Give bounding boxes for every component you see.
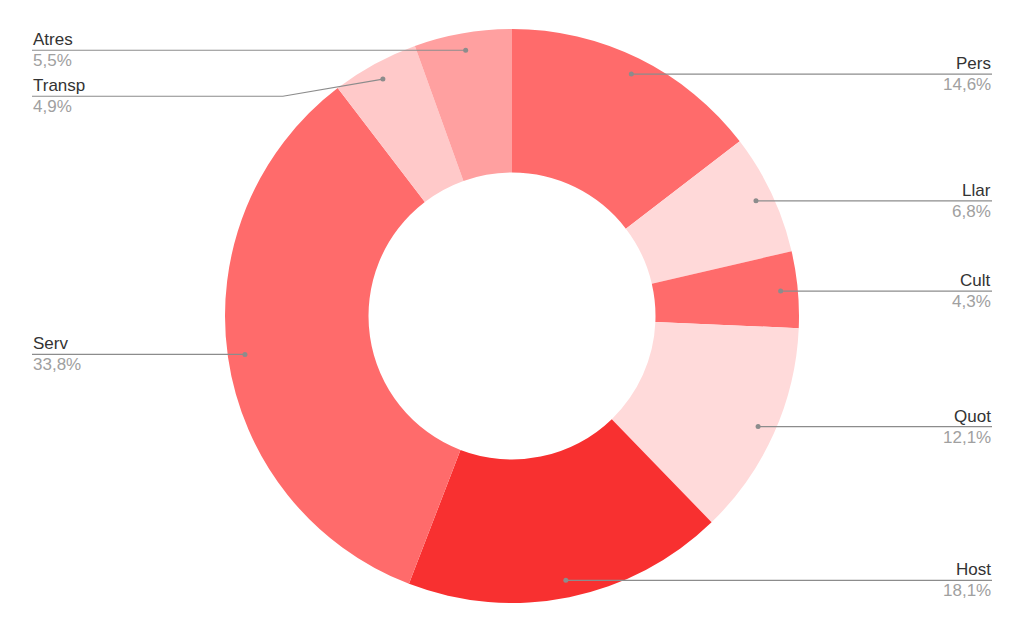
svg-text:12,1%: 12,1% bbox=[943, 428, 991, 447]
svg-text:Llar: Llar bbox=[962, 181, 991, 200]
svg-text:4,9%: 4,9% bbox=[33, 97, 72, 116]
svg-text:Cult: Cult bbox=[960, 271, 991, 290]
svg-text:Serv: Serv bbox=[33, 334, 68, 353]
svg-text:5,5%: 5,5% bbox=[33, 51, 72, 70]
svg-text:33,8%: 33,8% bbox=[33, 355, 81, 374]
svg-text:Host: Host bbox=[956, 560, 991, 579]
svg-text:18,1%: 18,1% bbox=[943, 581, 991, 600]
svg-text:6,8%: 6,8% bbox=[952, 202, 991, 221]
svg-text:Atres: Atres bbox=[33, 30, 73, 49]
svg-text:Transp: Transp bbox=[33, 76, 85, 95]
svg-text:14,6%: 14,6% bbox=[943, 75, 991, 94]
svg-text:Pers: Pers bbox=[956, 54, 991, 73]
svg-text:4,3%: 4,3% bbox=[952, 292, 991, 311]
svg-text:Quot: Quot bbox=[954, 407, 991, 426]
